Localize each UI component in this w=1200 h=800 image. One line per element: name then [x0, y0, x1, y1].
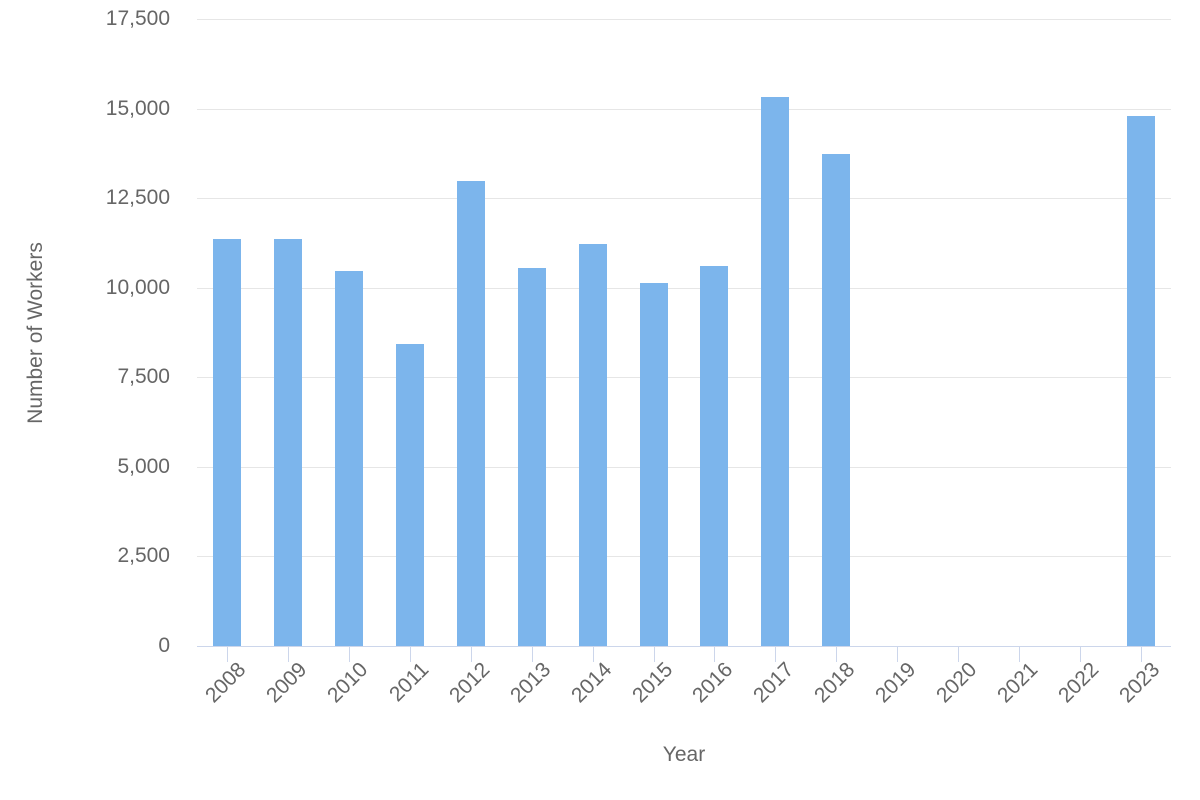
bar-2012 [456, 180, 485, 646]
x-axis-tick-2022 [1079, 647, 1081, 662]
x-axis-tick-2012 [470, 647, 472, 662]
x-tick-label-2023: 2023 [1114, 658, 1164, 708]
x-tick-label-2020: 2020 [931, 658, 982, 708]
gridline-2500 [197, 556, 1171, 558]
x-axis-tick-2020 [957, 647, 959, 662]
x-tick-label-2021: 2021 [992, 658, 1043, 708]
x-axis-tick-2016 [714, 647, 716, 662]
bar-2010 [335, 270, 364, 646]
gridline-12500 [197, 198, 1171, 200]
bar-2008 [213, 239, 242, 646]
y-tick-label-2500: 2,500 [117, 544, 170, 568]
bar-2018 [822, 154, 851, 646]
x-axis-title: Year [662, 743, 706, 766]
x-tick-label-2015: 2015 [627, 658, 677, 708]
bar-2013 [517, 268, 546, 646]
x-axis-tick-2017 [775, 647, 777, 662]
y-axis-title: Number of Workers [24, 242, 47, 424]
x-axis-tick-2009 [288, 647, 290, 662]
y-tick-label-15000: 15,000 [105, 96, 170, 120]
x-tick-label-2008: 2008 [201, 658, 251, 708]
x-axis-tick-2008 [227, 647, 229, 662]
bar-2023 [1126, 115, 1155, 646]
x-tick-label-2010: 2010 [323, 658, 373, 708]
x-tick-label-2011: 2011 [385, 658, 434, 707]
x-tick-label-2019: 2019 [871, 658, 921, 708]
x-tick-label-2009: 2009 [262, 658, 312, 708]
bar-2009 [274, 239, 303, 646]
x-axis-tick-2015 [653, 647, 655, 662]
x-tick-label-2013: 2013 [505, 658, 556, 708]
bar-2016 [700, 265, 729, 646]
y-tick-label-7500: 7,500 [117, 365, 170, 389]
plot-area [197, 19, 1171, 646]
x-axis-line [197, 646, 1171, 647]
x-tick-label-2022: 2022 [1053, 658, 1103, 708]
bar-2015 [639, 283, 668, 646]
x-axis-tick-2019 [897, 647, 899, 662]
y-tick-label-5000: 5,000 [117, 454, 170, 478]
x-tick-label-2016: 2016 [688, 658, 738, 708]
x-tick-label-2018: 2018 [810, 658, 860, 708]
gridline-17500 [197, 19, 1171, 20]
x-axis-tick-2014 [592, 647, 594, 662]
gridline-7500 [197, 377, 1171, 379]
x-tick-label-2014: 2014 [566, 658, 616, 708]
gridline-15000 [197, 108, 1171, 110]
y-tick-label-17500: 17,500 [105, 7, 170, 30]
gridline-5000 [197, 466, 1171, 468]
x-axis-tick-2010 [349, 647, 351, 662]
bar-2017 [761, 97, 790, 646]
y-tick-label-0: 0 [158, 634, 170, 657]
gridline-10000 [197, 287, 1171, 289]
x-axis-tick-2018 [836, 647, 838, 662]
y-tick-label-12500: 12,500 [105, 186, 170, 210]
x-axis-tick-2013 [531, 647, 533, 662]
bar-2014 [578, 243, 607, 646]
y-tick-label-10000: 10,000 [105, 275, 170, 299]
bar-2011 [396, 343, 425, 646]
x-tick-label-2017: 2017 [749, 658, 799, 708]
x-axis-tick-2023 [1140, 647, 1142, 662]
x-axis-tick-2011 [410, 647, 412, 662]
x-axis-tick-2021 [1018, 647, 1020, 662]
x-tick-label-2012: 2012 [444, 658, 495, 708]
